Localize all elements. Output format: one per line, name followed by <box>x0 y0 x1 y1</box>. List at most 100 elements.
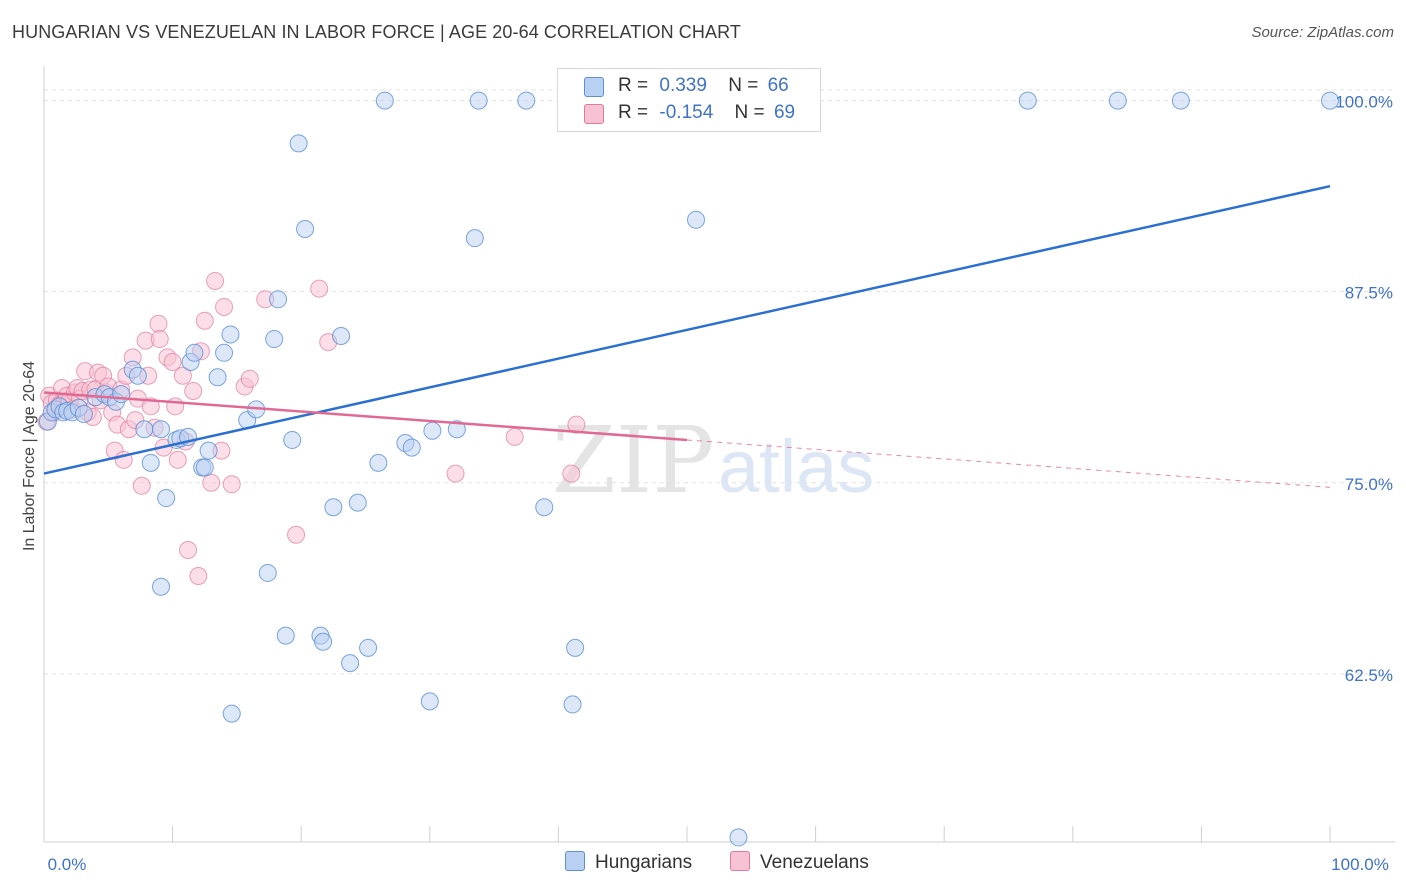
x-tick-label-min: 0.0% <box>48 855 87 874</box>
y-tick-label: 75.0% <box>1345 475 1393 494</box>
hungarian-point <box>687 210 706 229</box>
venezuelan-point <box>310 279 329 298</box>
hungarian-point <box>402 438 421 457</box>
venezuelan-point <box>206 271 225 290</box>
hungarian-point <box>535 498 554 517</box>
hungarian-point <box>215 343 234 362</box>
hungarian-point <box>265 330 284 349</box>
hungarians-trend-line <box>43 184 1331 475</box>
hungarian-point <box>517 91 536 110</box>
venezuelan-point <box>149 314 168 333</box>
venezuelan-point <box>567 415 586 434</box>
venezuelans-n-label: N = <box>734 102 765 123</box>
hungarian-point <box>221 325 240 344</box>
venezuelan-point <box>163 352 182 371</box>
venezuelan-point <box>166 397 185 416</box>
hungarian-point <box>332 326 351 345</box>
hungarian-point <box>258 563 277 582</box>
hungarian-point <box>420 692 439 711</box>
source-credit: Source: ZipAtlas.com <box>1251 24 1394 41</box>
venezuelan-point <box>222 475 241 494</box>
hungarian-point <box>566 638 585 657</box>
watermark-atlas: atlas <box>718 425 874 508</box>
hungarian-point <box>152 577 171 596</box>
venezuelan-point <box>150 330 169 349</box>
hungarians-r-label: R = <box>618 75 649 96</box>
venezuelan-point <box>215 297 234 316</box>
hungarian-point <box>1108 91 1127 110</box>
hungarian-point <box>341 654 360 673</box>
hungarian-point <box>423 421 442 440</box>
hungarian-point <box>208 368 227 387</box>
venezuelan-point <box>240 369 259 388</box>
hungarian-point <box>112 385 131 404</box>
hungarian-point <box>152 420 171 439</box>
hungarian-point <box>128 366 147 385</box>
hungarian-point <box>74 404 93 423</box>
legend-item-hungarians: Hungarians <box>565 851 692 874</box>
legend-item-venezuelans: Venezuelans <box>730 851 869 874</box>
hungarian-point <box>465 229 484 248</box>
venezuelan-point <box>189 567 208 586</box>
venezuelan-point <box>195 311 214 330</box>
hungarian-point <box>276 626 295 645</box>
hungarian-point <box>1018 91 1037 110</box>
y-tick-label: 100.0% <box>1335 93 1393 112</box>
hungarian-point <box>314 632 333 651</box>
venezuelans-swatch <box>584 104 604 124</box>
hungarian-point <box>469 91 488 110</box>
venezuelan-point <box>179 541 198 560</box>
hungarian-point <box>369 453 388 472</box>
venezuelan-point <box>184 382 203 401</box>
hungarian-point <box>375 91 394 110</box>
hungarian-point <box>157 489 176 508</box>
hungarian-point <box>222 704 241 723</box>
y-axis-title: In Labor Force | Age 20-64 <box>21 361 38 551</box>
hungarian-point <box>296 219 315 238</box>
venezuelan-point <box>562 464 581 483</box>
venezuelan-point <box>141 397 160 416</box>
venezuelans-trend-extension <box>686 439 1331 488</box>
correlation-legend: R = 0.339 N = 66 R = -0.154 N = 69 <box>557 68 821 132</box>
hungarian-point <box>359 638 378 657</box>
hungarian-point <box>141 453 160 472</box>
venezuelans-r-label: R = <box>618 102 649 123</box>
y-tick-label: 62.5% <box>1345 666 1393 685</box>
venezuelans-n-value: 69 <box>773 102 796 123</box>
venezuelans-r-value: -0.154 <box>659 102 714 123</box>
hungarian-point <box>289 134 308 153</box>
hungarian-point <box>283 430 302 449</box>
venezuelan-point <box>446 464 465 483</box>
y-tick-label: 87.5% <box>1345 284 1393 303</box>
hungarian-point <box>135 420 154 439</box>
chart-title: HUNGARIAN VS VENEZUELAN IN LABOR FORCE |… <box>12 22 741 42</box>
hungarian-point <box>269 290 288 309</box>
hungarian-point <box>563 695 582 714</box>
hungarian-point <box>447 420 466 439</box>
venezuelan-point <box>173 366 192 385</box>
hungarians-r-value: 0.339 <box>659 75 707 96</box>
hungarian-point <box>199 441 218 460</box>
venezuelan-point <box>168 450 187 469</box>
hungarian-point <box>324 498 343 517</box>
hungarian-point <box>348 493 367 512</box>
hungarian-point <box>1171 91 1190 110</box>
venezuelan-point <box>505 427 524 446</box>
hungarian-point <box>1321 91 1339 110</box>
hungarians-swatch <box>584 77 604 97</box>
hungarians-n-label: N = <box>728 75 759 96</box>
x-tick-label-max: 100.0% <box>1331 855 1389 874</box>
hungarian-point <box>195 458 214 477</box>
venezuelan-point <box>287 525 306 544</box>
venezuelan-point <box>132 476 151 495</box>
venezuelans-legend-swatch <box>730 851 750 871</box>
venezuelans-trend-line <box>43 391 688 442</box>
hungarians-legend-swatch <box>565 851 585 871</box>
venezuelan-point <box>202 473 221 492</box>
hungarians-legend-label: Hungarians <box>595 852 693 873</box>
hungarian-point <box>729 828 748 847</box>
hungarians-n-value: 66 <box>767 75 789 96</box>
hungarian-point <box>185 343 204 362</box>
venezuelans-legend-label: Venezuelans <box>760 852 869 873</box>
